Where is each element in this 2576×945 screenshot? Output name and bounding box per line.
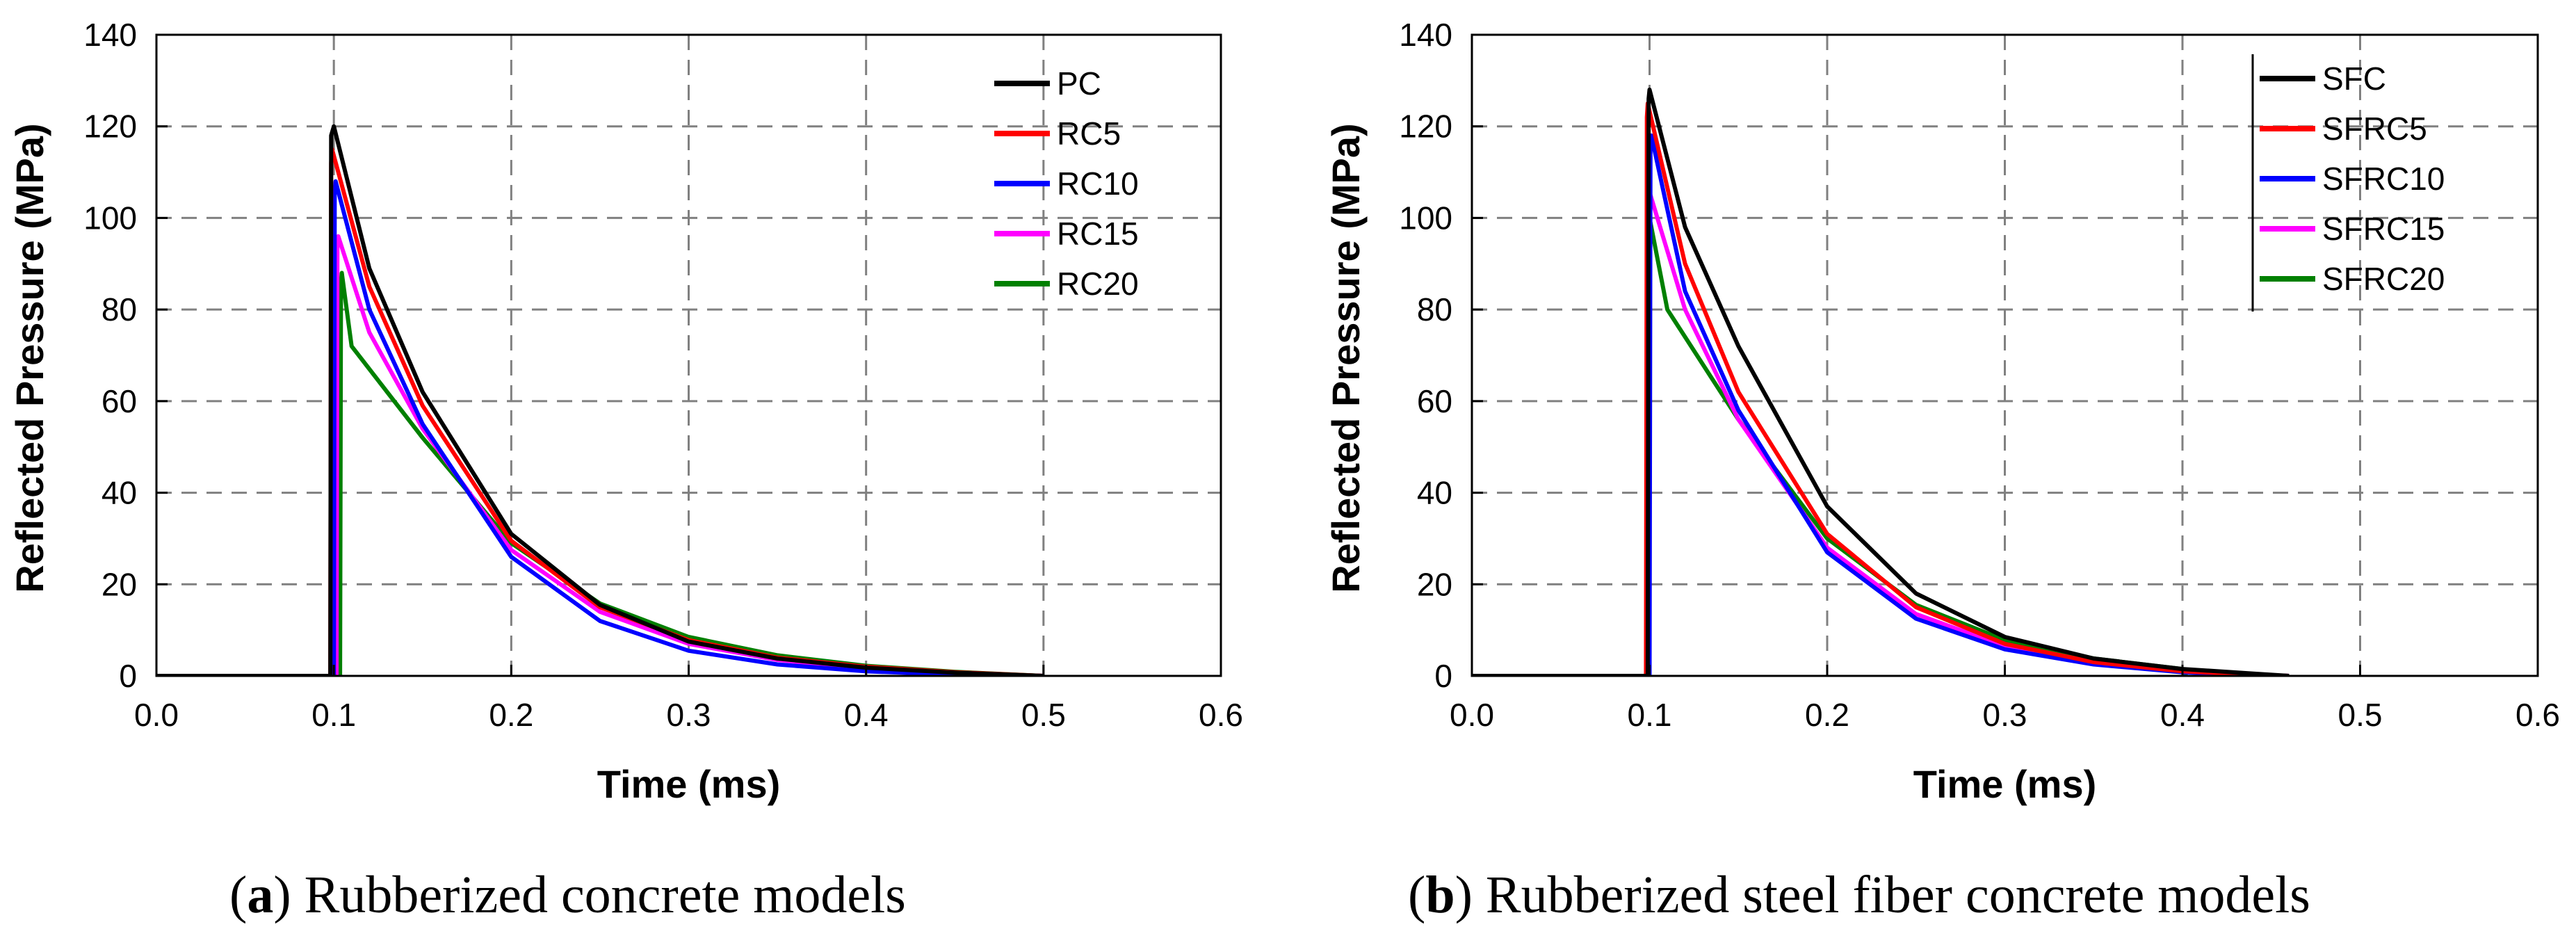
x-tick-label: 0.1: [311, 697, 356, 733]
x-tick-label: 0.2: [1805, 697, 1849, 733]
x-tick-label: 0.6: [2516, 697, 2560, 733]
y-tick-label: 40: [1417, 475, 1452, 511]
series-line-sfrc10: [1472, 133, 2290, 676]
legend-label: SFRC15: [2322, 211, 2445, 247]
x-axis-title: Time (ms): [1913, 762, 2096, 806]
caption-paren-close: ): [1455, 866, 1486, 924]
legend-item-rc10: RC10: [994, 165, 1139, 202]
x-tick-label: 0.3: [667, 697, 711, 733]
x-tick-label: 0.5: [1021, 697, 1066, 733]
legend-label: RC20: [1057, 266, 1139, 302]
series-line-rc5: [156, 147, 1044, 676]
x-tick-label: 0.3: [1983, 697, 2027, 733]
legend-label: RC10: [1057, 165, 1139, 202]
legend-item-sfrc20: SFRC20: [2260, 261, 2445, 297]
y-tick-label: 140: [1399, 17, 1452, 53]
x-tick-label: 0.0: [1450, 697, 1494, 733]
legend-label: PC: [1057, 65, 1101, 102]
legend-item-rc15: RC15: [994, 216, 1139, 252]
x-axis-title: Time (ms): [597, 762, 780, 806]
caption-paren-open: (: [229, 866, 247, 924]
x-tick-label: 0.4: [2160, 697, 2205, 733]
x-tick-label: 0.6: [1199, 697, 1243, 733]
legend-label: SFRC5: [2322, 111, 2427, 147]
legend-label: RC5: [1057, 115, 1121, 152]
legend-label: RC15: [1057, 216, 1139, 252]
y-tick-label: 120: [1399, 108, 1452, 145]
chart-panel-a: 0.0 0.1 0.2 0.3 0.4 0.5 0.6 0 20 40 60 80 100 120 140 T…: [8, 17, 1243, 924]
y-tick-label: 100: [1399, 200, 1452, 236]
legend-item-sfrc10: SFRC10: [2260, 161, 2445, 197]
y-tick-label: 40: [102, 475, 137, 511]
y-axis-title: Reflected Pressure (MPa): [8, 123, 51, 592]
series-line-rc15: [156, 234, 1044, 676]
legend-item-rc20: RC20: [994, 266, 1139, 302]
y-tick-label: 80: [1417, 291, 1452, 328]
series-line-sfrc15: [1472, 193, 2290, 676]
caption-label: b: [1425, 866, 1455, 924]
series-line-rc20: [156, 270, 1044, 676]
y-tick-label: 60: [102, 383, 137, 419]
y-tick-label: 0: [1434, 658, 1452, 694]
x-tick-label: 0.5: [2338, 697, 2383, 733]
x-tick-label: 0.2: [489, 697, 533, 733]
legend-item-sfrc15: SFRC15: [2260, 211, 2445, 247]
chart-panel-b: 0.0 0.1 0.2 0.3 0.4 0.5 0.6 0 20 40 60 80 100 120 140 T…: [1324, 17, 2560, 924]
x-tick-label: 0.4: [844, 697, 889, 733]
caption-paren-close: ): [273, 866, 304, 924]
series-line-sfrc20: [1472, 220, 2188, 676]
caption-text: Rubberized steel fiber concrete models: [1486, 866, 2310, 924]
legend-item-sfc: SFC: [2260, 60, 2386, 97]
y-tick-label: 120: [83, 108, 137, 145]
y-tick-label: 0: [119, 658, 137, 694]
y-tick-label: 80: [102, 291, 137, 328]
y-tick-label: 100: [83, 200, 137, 236]
legend-item-sfrc5: SFRC5: [2260, 111, 2427, 147]
legend: SFC SFRC5 SFRC10 SFRC15 SFRC20: [2251, 54, 2445, 312]
legend-item-pc: PC: [994, 65, 1101, 102]
legend-label: SFRC20: [2322, 261, 2445, 297]
x-tick-label: 0.0: [134, 697, 179, 733]
legend-label: SFC: [2322, 60, 2386, 97]
figure-caption: (a) Rubberized concrete models: [229, 866, 906, 924]
y-tick-label: 140: [83, 17, 137, 53]
x-tick-label: 0.1: [1628, 697, 1672, 733]
caption-label: a: [247, 866, 273, 924]
caption-paren-open: (: [1408, 866, 1425, 924]
y-tick-label: 60: [1417, 383, 1452, 419]
legend: PC RC5 RC10 RC15 RC20: [994, 65, 1139, 302]
y-axis-title: Reflected Pressure (MPa): [1324, 123, 1368, 592]
legend-label: SFRC10: [2322, 161, 2445, 197]
legend-item-rc5: RC5: [994, 115, 1121, 152]
figure-caption: (b) Rubberized steel fiber concrete mode…: [1408, 866, 2310, 924]
y-tick-label: 20: [1417, 566, 1452, 602]
caption-text: Rubberized concrete models: [305, 866, 906, 924]
y-tick-label: 20: [102, 566, 137, 602]
series-lines: [1472, 88, 2290, 676]
